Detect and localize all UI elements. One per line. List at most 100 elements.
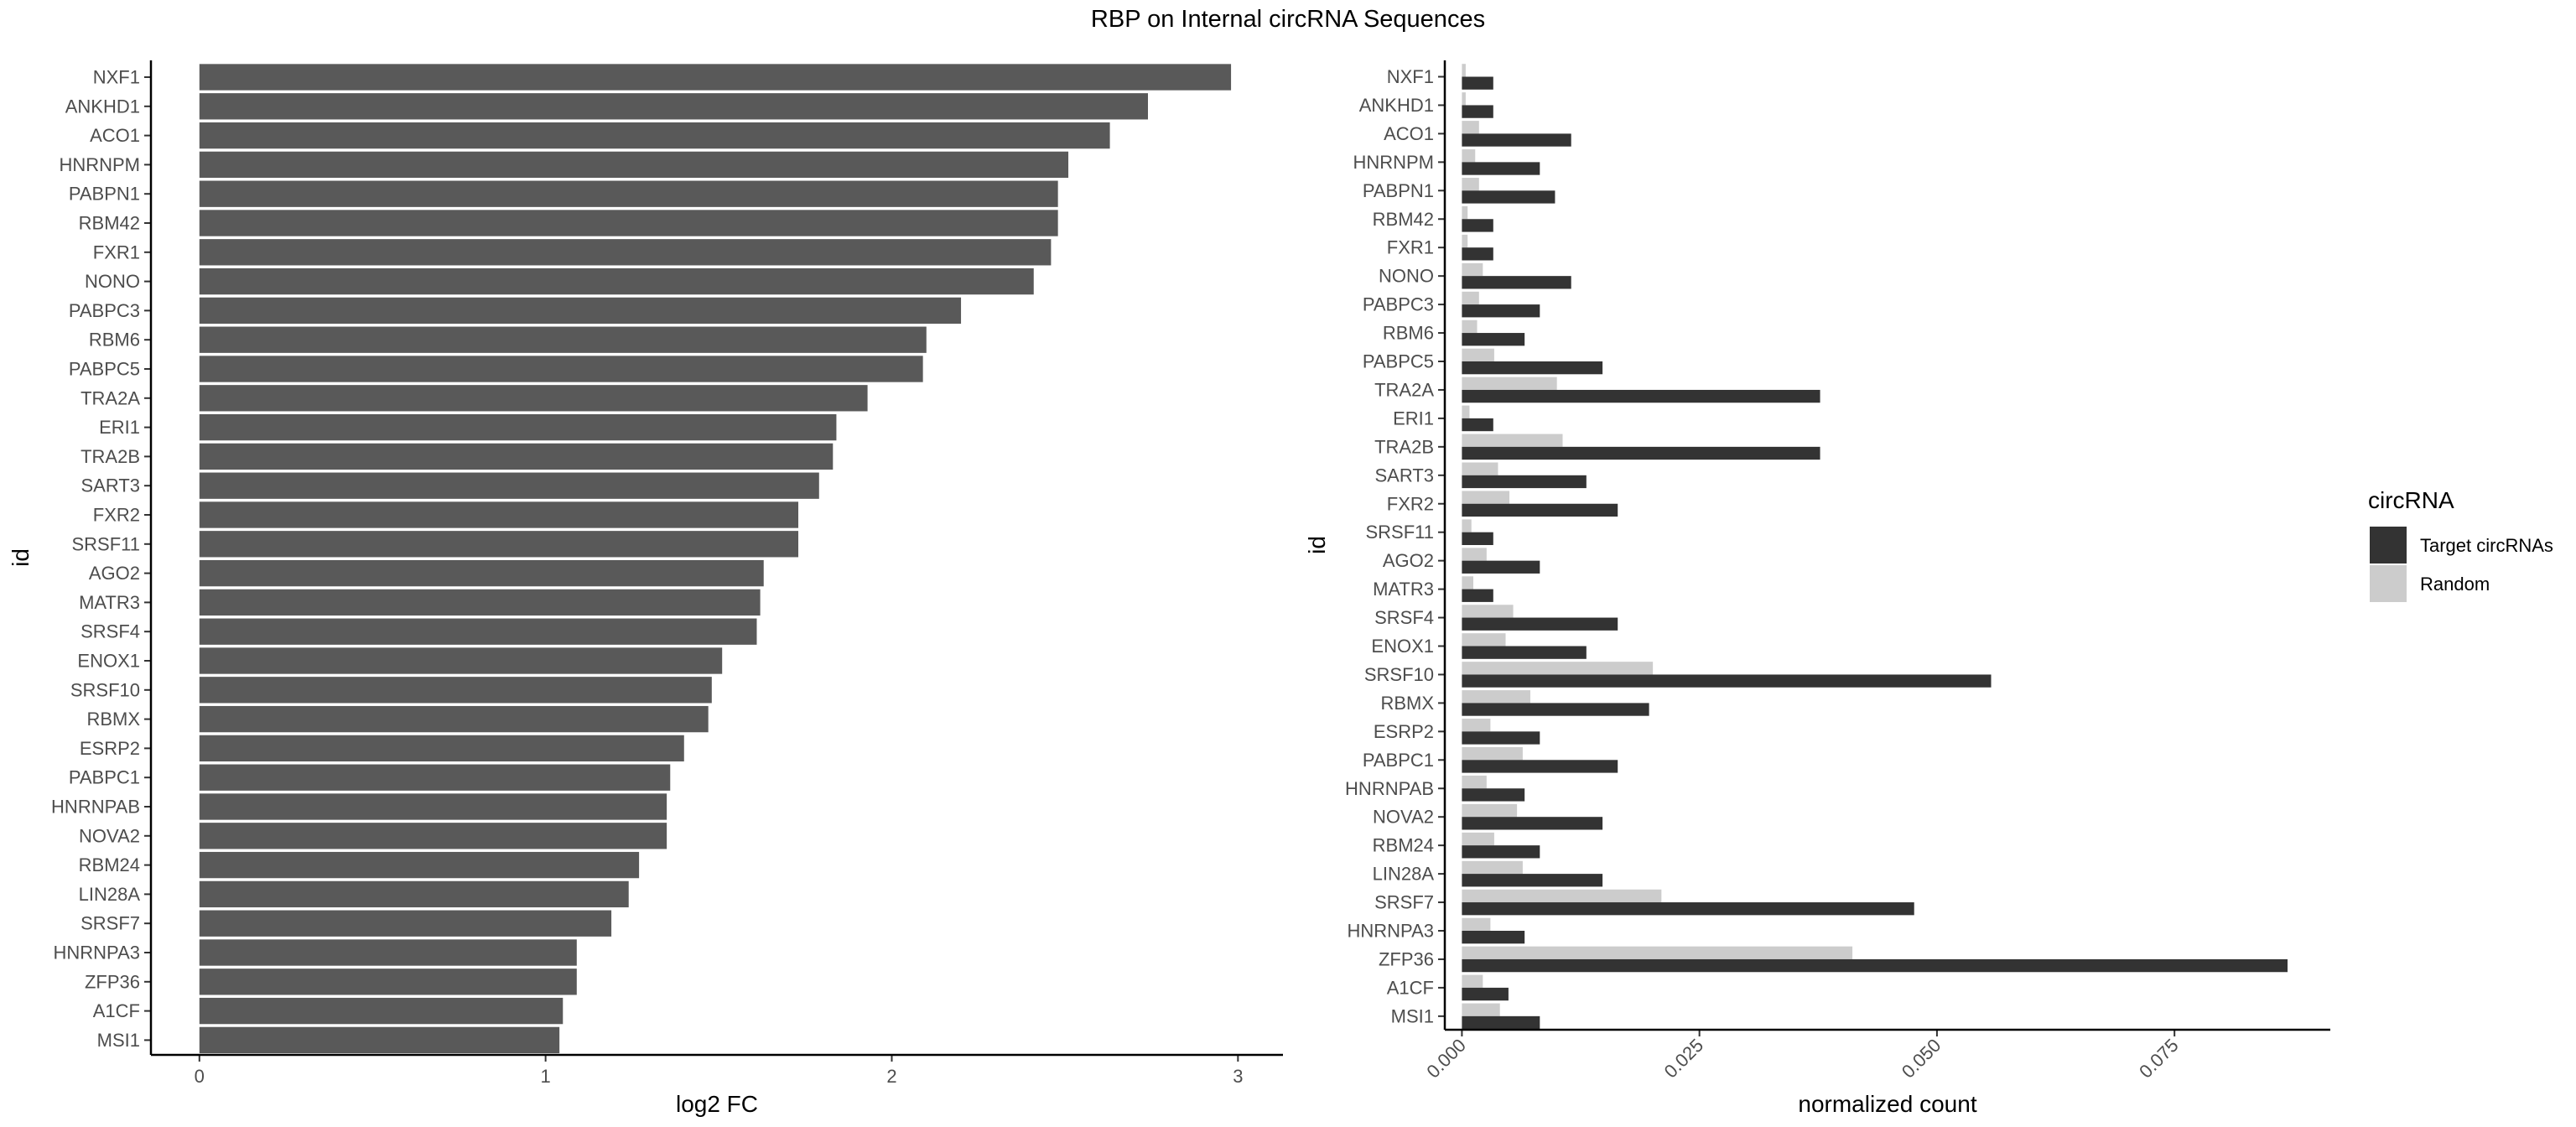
- left-y-tick-label: ENOX1: [77, 651, 140, 672]
- left-y-tick-label: RBM6: [89, 330, 140, 351]
- left-y-tick-label: LIN28A: [79, 884, 141, 905]
- right-bar-random: [1462, 491, 1510, 504]
- right-bar-random: [1462, 121, 1479, 134]
- left-bar: [199, 239, 1052, 266]
- left-bar: [199, 647, 723, 674]
- right-bar-target: [1462, 760, 1618, 773]
- right-y-tick-label: A1CF: [1387, 977, 1434, 998]
- right-bar-target: [1462, 987, 1509, 1001]
- right-bar-random: [1462, 917, 1491, 931]
- left-bar: [199, 910, 612, 937]
- left-x-ticks: 0 1 2 3: [195, 1055, 1243, 1087]
- left-bar: [199, 210, 1058, 236]
- right-x-tick-label: 0.050: [1898, 1035, 1945, 1083]
- left-y-tick-label: ANKHD1: [65, 96, 140, 117]
- left-bar: [199, 472, 819, 499]
- left-bar: [199, 939, 577, 966]
- left-bar: [199, 385, 868, 412]
- left-x-tick-label: 1: [541, 1066, 551, 1087]
- right-bar-target: [1462, 276, 1571, 289]
- right-bar-target: [1462, 76, 1493, 90]
- left-bar: [199, 969, 577, 995]
- right-x-axis-title: normalized count: [1798, 1091, 1976, 1117]
- right-y-axis-title: id: [1304, 536, 1330, 554]
- left-bars: [199, 64, 1232, 1054]
- left-y-tick-label: HNRNPAB: [51, 797, 140, 818]
- right-bar-target: [1462, 333, 1525, 346]
- right-bar-random: [1462, 690, 1530, 704]
- right-x-tick-label: 0.075: [2135, 1035, 2183, 1083]
- right-y-tick-label: SRSF10: [1364, 664, 1434, 685]
- legend-key-target: [2370, 527, 2407, 564]
- left-y-tick-label: MATR3: [79, 592, 140, 613]
- right-bar-target: [1462, 361, 1603, 375]
- right-bar-random: [1462, 576, 1473, 589]
- left-y-tick-label: HNRNPA3: [53, 943, 140, 963]
- right-y-tick-label: PABPN1: [1363, 180, 1434, 201]
- right-bar-target: [1462, 902, 1914, 916]
- right-bar-target: [1462, 133, 1571, 147]
- left-bar: [199, 151, 1069, 179]
- left-bar: [199, 559, 764, 587]
- left-y-tick-label: HNRNPM: [59, 154, 140, 175]
- right-bar-target: [1462, 674, 1992, 688]
- right-bar-target: [1462, 589, 1493, 602]
- right-bar-random: [1462, 205, 1468, 220]
- right-y-tick-label: PABPC1: [1363, 750, 1434, 771]
- left-y-tick-label: PABPC3: [69, 300, 140, 321]
- right-bar-random: [1462, 775, 1487, 789]
- left-bar: [199, 443, 834, 470]
- right-bar-target: [1462, 874, 1603, 887]
- left-y-tick-label: FXR2: [93, 505, 140, 526]
- left-y-tick-label: ESRP2: [80, 738, 140, 759]
- left-bar: [199, 413, 837, 441]
- right-bar-random: [1462, 889, 1662, 903]
- legend-label-random: Random: [2420, 574, 2490, 595]
- left-bar: [199, 997, 564, 1025]
- right-bar-target: [1462, 503, 1618, 517]
- legend-title: circRNA: [2368, 487, 2454, 513]
- left-y-tick-labels: NXF1 ANKHD1 ACO1 HNRNPM PABPN1 RBM42 FXR1 NONO P…: [51, 67, 151, 1051]
- right-bar-target: [1462, 560, 1540, 574]
- right-y-tick-label: NXF1: [1387, 66, 1434, 87]
- right-bar-target: [1462, 817, 1603, 830]
- right-y-tick-label: ACO1: [1384, 123, 1434, 144]
- right-bar-random: [1462, 319, 1478, 334]
- left-y-tick-label: ERI1: [99, 417, 140, 438]
- left-y-tick-label: SRSF7: [80, 913, 140, 934]
- left-y-tick-label: RBM42: [79, 213, 140, 234]
- right-y-tick-label: TRA2A: [1374, 379, 1434, 400]
- right-x-tick-label: 0.025: [1660, 1035, 1708, 1083]
- right-y-tick-label: RBM24: [1373, 835, 1434, 856]
- left-bar: [199, 297, 962, 325]
- right-bar-target: [1462, 446, 1820, 460]
- right-bar-random: [1462, 548, 1487, 561]
- right-bar-random: [1462, 519, 1472, 532]
- left-bar: [199, 93, 1148, 120]
- left-bar: [199, 735, 684, 762]
- right-bar-random: [1462, 832, 1494, 846]
- right-bars: [1462, 64, 2288, 1030]
- right-bar-target: [1462, 845, 1540, 859]
- right-bar-target: [1462, 788, 1525, 802]
- left-y-tick-label: MSI1: [97, 1030, 140, 1051]
- right-y-tick-label: SRSF4: [1374, 607, 1434, 628]
- left-bar: [199, 880, 629, 908]
- left-y-tick-label: TRA2A: [80, 387, 140, 408]
- right-bar-random: [1462, 178, 1479, 191]
- left-bar: [199, 823, 667, 849]
- left-bar: [199, 122, 1110, 149]
- right-bar-random: [1462, 860, 1523, 875]
- legend: circRNA Target circRNAs Random: [2368, 487, 2553, 602]
- left-bar: [199, 501, 799, 528]
- right-bar-random: [1462, 633, 1506, 647]
- right-bar-target: [1462, 190, 1555, 204]
- right-y-tick-label: PABPC3: [1363, 294, 1434, 315]
- right-bar-random: [1462, 1003, 1500, 1016]
- right-bar-random: [1462, 803, 1518, 818]
- left-bar: [199, 180, 1058, 207]
- left-y-axis-title: id: [8, 548, 34, 567]
- left-y-tick-label: SRSF10: [70, 679, 140, 700]
- left-bar: [199, 356, 923, 382]
- right-y-tick-label: SART3: [1374, 465, 1434, 486]
